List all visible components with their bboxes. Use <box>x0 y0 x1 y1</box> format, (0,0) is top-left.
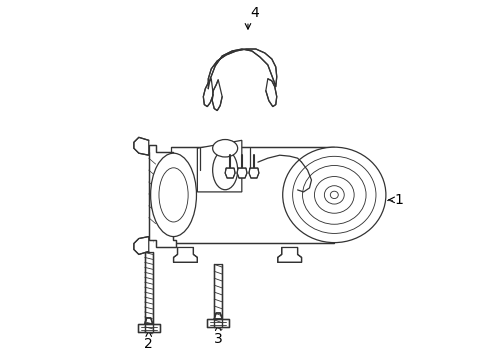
Polygon shape <box>148 145 175 247</box>
Text: 3: 3 <box>213 332 222 346</box>
Polygon shape <box>248 168 258 178</box>
Ellipse shape <box>292 156 375 233</box>
Polygon shape <box>214 313 222 319</box>
Ellipse shape <box>212 140 237 157</box>
Polygon shape <box>134 137 148 155</box>
Polygon shape <box>144 318 152 324</box>
Polygon shape <box>173 247 197 262</box>
Ellipse shape <box>302 166 366 224</box>
Ellipse shape <box>324 186 344 204</box>
Polygon shape <box>265 79 276 107</box>
Polygon shape <box>214 264 222 327</box>
Ellipse shape <box>212 150 237 190</box>
Polygon shape <box>208 49 276 89</box>
Polygon shape <box>170 147 334 243</box>
Polygon shape <box>144 252 152 332</box>
Polygon shape <box>277 247 301 262</box>
Text: 4: 4 <box>250 6 259 20</box>
Polygon shape <box>212 80 222 111</box>
Ellipse shape <box>159 168 188 222</box>
Ellipse shape <box>150 153 196 237</box>
Polygon shape <box>138 324 160 332</box>
Polygon shape <box>237 168 246 178</box>
Polygon shape <box>134 237 148 255</box>
Ellipse shape <box>282 147 385 243</box>
Ellipse shape <box>314 176 353 213</box>
Text: 2: 2 <box>144 337 153 351</box>
Text: 1: 1 <box>393 193 403 207</box>
Ellipse shape <box>330 191 338 199</box>
Polygon shape <box>207 319 229 327</box>
Polygon shape <box>224 168 235 178</box>
Polygon shape <box>203 79 213 107</box>
Polygon shape <box>197 140 242 192</box>
